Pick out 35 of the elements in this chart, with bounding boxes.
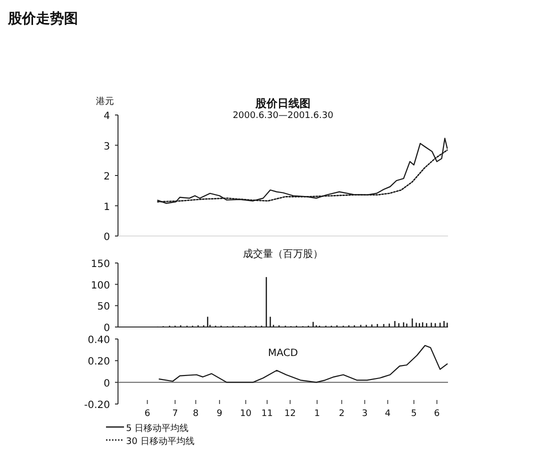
y-axis-title: 港元	[96, 96, 114, 107]
chart-subtitle: 2000.6.30—2001.6.30	[232, 111, 334, 121]
y-tick-label: 4	[104, 111, 110, 122]
x-tick-label: 4	[384, 409, 391, 419]
y-tick-label: 0.20	[88, 356, 110, 368]
y-tick-label: 0	[104, 232, 110, 243]
y-tick-label: 1	[104, 202, 110, 213]
y-tick-label: -0.20	[84, 400, 110, 411]
x-tick-label: 3	[362, 409, 368, 419]
x-tick-label: 11	[261, 409, 273, 419]
chart-title: 股价日线图	[254, 97, 310, 110]
x-tick-label: 9	[216, 409, 223, 419]
y-tick-label: 0	[104, 323, 110, 334]
y-tick-label: 50	[97, 302, 110, 313]
y-tick-label: 100	[90, 280, 110, 292]
x-tick-label: 12	[284, 409, 296, 419]
x-tick-label: 6	[434, 409, 440, 419]
y-tick-label: 2	[104, 172, 110, 182]
legend-label: 30 日移动平均线	[126, 436, 194, 447]
x-tick-label: 1	[314, 409, 320, 419]
x-tick-label: 8	[192, 409, 199, 419]
y-tick-label: 150	[90, 259, 110, 270]
x-tick-label: 10	[240, 409, 252, 419]
x-tick-label: 6	[144, 409, 150, 419]
x-tick-label: 5	[411, 409, 417, 419]
y-tick-label: 0	[104, 378, 110, 390]
text: 股价走势图	[7, 11, 78, 27]
y-tick-label: 0.40	[88, 335, 110, 346]
chart-title: 成交量（百万股）	[243, 248, 323, 260]
line-series	[158, 344, 448, 383]
y-tick-label: 3	[104, 141, 110, 152]
x-tick-label: 7	[172, 409, 178, 419]
x-tick-label: 2	[338, 409, 345, 419]
legend-label: 5 日移动平均线	[126, 423, 189, 434]
text: MACD	[268, 348, 298, 359]
